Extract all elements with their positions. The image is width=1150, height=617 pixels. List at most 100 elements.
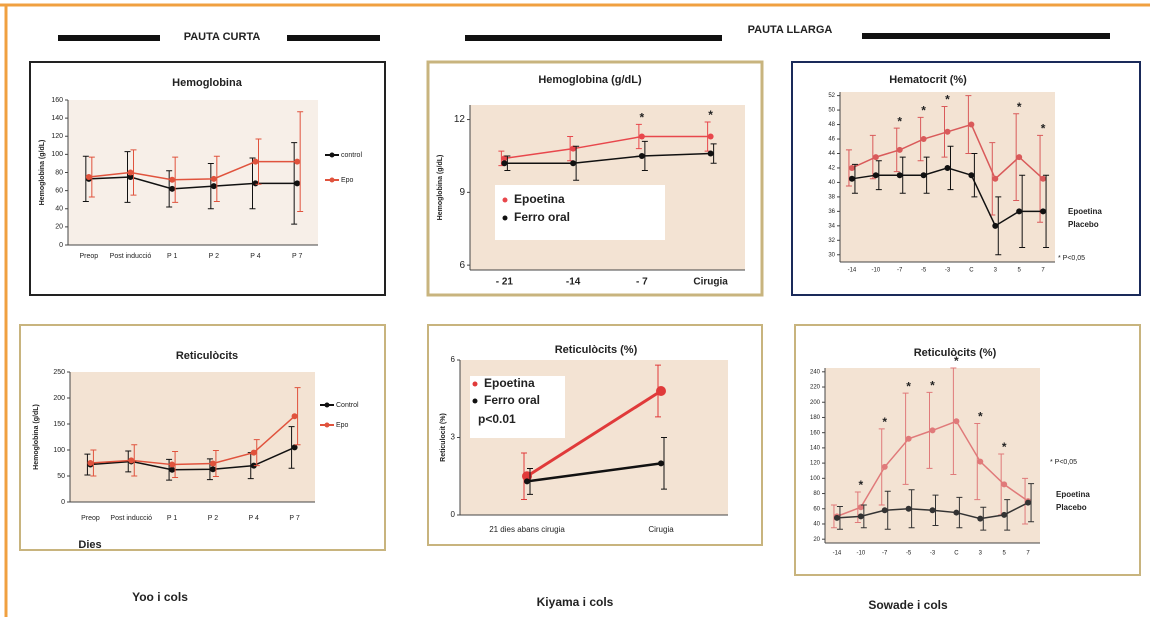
x-tick-label: -14	[833, 551, 842, 557]
significance-star: *	[1002, 440, 1007, 454]
error-bar	[878, 428, 885, 506]
data-point	[1001, 481, 1008, 488]
legend-marker	[329, 152, 335, 158]
error-bar	[971, 152, 978, 198]
data-point	[169, 176, 176, 183]
y-tick-label: 6	[451, 355, 456, 364]
significance-star: *	[930, 379, 935, 393]
error-bar	[980, 506, 987, 531]
data-point	[968, 172, 975, 179]
significance-star: *	[1017, 100, 1022, 114]
x-tick-label: -14	[566, 277, 581, 288]
data-point	[294, 180, 301, 187]
y-tick-label: 6	[459, 260, 465, 271]
data-point	[209, 466, 216, 473]
x-tick-label: Preop	[79, 253, 98, 260]
y-tick-label: 12	[454, 114, 466, 125]
y-tick-label: 30	[828, 252, 835, 258]
legend-marker	[502, 215, 508, 221]
legend-label: control	[341, 152, 362, 159]
y-axis-label: Hemoglobina (g/dL)	[437, 155, 444, 221]
x-tick-label: P 1	[167, 515, 177, 522]
data-point	[872, 154, 879, 161]
y-tick-label: 9	[459, 187, 465, 198]
data-point	[953, 418, 960, 425]
data-point	[944, 128, 951, 135]
series-line	[504, 135, 711, 160]
chart-title: Hemoglobina	[172, 77, 243, 89]
data-point	[291, 444, 298, 451]
x-tick-label: P 7	[289, 515, 299, 522]
y-tick-label: 100	[810, 476, 821, 482]
y-tick-label: 50	[828, 108, 835, 114]
annotation: * P<0,05	[1058, 255, 1085, 262]
x-tick-label: 5	[1017, 268, 1021, 274]
legend-marker	[472, 398, 478, 404]
x-tick-label: - 21	[496, 277, 514, 288]
error-bar	[82, 155, 89, 202]
error-bar	[1019, 174, 1026, 249]
y-tick-label: 20	[55, 224, 63, 231]
y-axis-label: Hemoglobina (g/dL)	[39, 140, 46, 206]
x-tick-label: - 7	[636, 277, 648, 288]
data-point	[920, 136, 927, 143]
x-tick-label: 3	[979, 551, 983, 557]
y-tick-label: 60	[55, 187, 63, 194]
x-tick-label: Cirugia	[693, 277, 728, 288]
legend-label: Epoetina	[514, 192, 565, 206]
y-tick-label: 100	[51, 151, 63, 158]
x-tick-label: Preop	[81, 515, 100, 522]
data-point	[638, 133, 645, 140]
significance-star: *	[882, 415, 887, 429]
data-point	[944, 164, 951, 171]
y-tick-label: 220	[810, 385, 821, 391]
chart-title: Reticulòcits	[176, 350, 238, 362]
error-bar	[166, 458, 173, 481]
data-point	[896, 172, 903, 179]
error-bar	[893, 127, 900, 173]
data-point	[570, 160, 577, 167]
significance-star: *	[954, 354, 959, 368]
data-point	[638, 152, 645, 159]
data-point	[1016, 208, 1023, 215]
error-bar	[956, 496, 963, 529]
significance-star: *	[897, 114, 902, 128]
error-bar	[172, 156, 179, 203]
data-point	[929, 507, 936, 514]
error-bar	[90, 449, 97, 477]
data-point	[128, 457, 135, 464]
y-tick-label: 48	[828, 122, 835, 128]
y-tick-label: 42	[828, 166, 835, 172]
chart-title: Reticulòcits (%)	[914, 347, 997, 359]
x-tick-label: -7	[882, 551, 888, 557]
data-point	[848, 164, 855, 171]
y-tick-label: 46	[828, 137, 835, 143]
data-point	[920, 172, 927, 179]
error-bar	[917, 116, 924, 162]
x-tick-label: -7	[897, 268, 903, 274]
series-line	[88, 160, 298, 181]
error-bar	[288, 426, 295, 469]
legend-marker	[472, 381, 478, 387]
legend-marker	[324, 422, 330, 428]
data-point	[291, 413, 298, 420]
x-tick-label: -10	[856, 551, 865, 557]
data-point	[1040, 208, 1047, 215]
data-point	[658, 460, 664, 467]
error-bar	[902, 392, 909, 485]
data-point	[501, 160, 508, 167]
chart-title: Hematocrit (%)	[889, 74, 967, 86]
data-point	[977, 458, 984, 465]
y-tick-label: 3	[451, 433, 456, 442]
plot-area	[68, 100, 318, 245]
legend-box	[495, 185, 665, 240]
data-point	[905, 505, 912, 512]
y-tick-label: 36	[828, 209, 835, 215]
legend-label: Epo	[336, 422, 349, 429]
legend-marker	[329, 177, 335, 183]
data-point	[707, 133, 714, 140]
data-point	[707, 150, 714, 157]
x-tick-label: P 7	[292, 253, 302, 260]
significance-star: *	[640, 111, 645, 125]
x-tick-label: 3	[994, 268, 998, 274]
